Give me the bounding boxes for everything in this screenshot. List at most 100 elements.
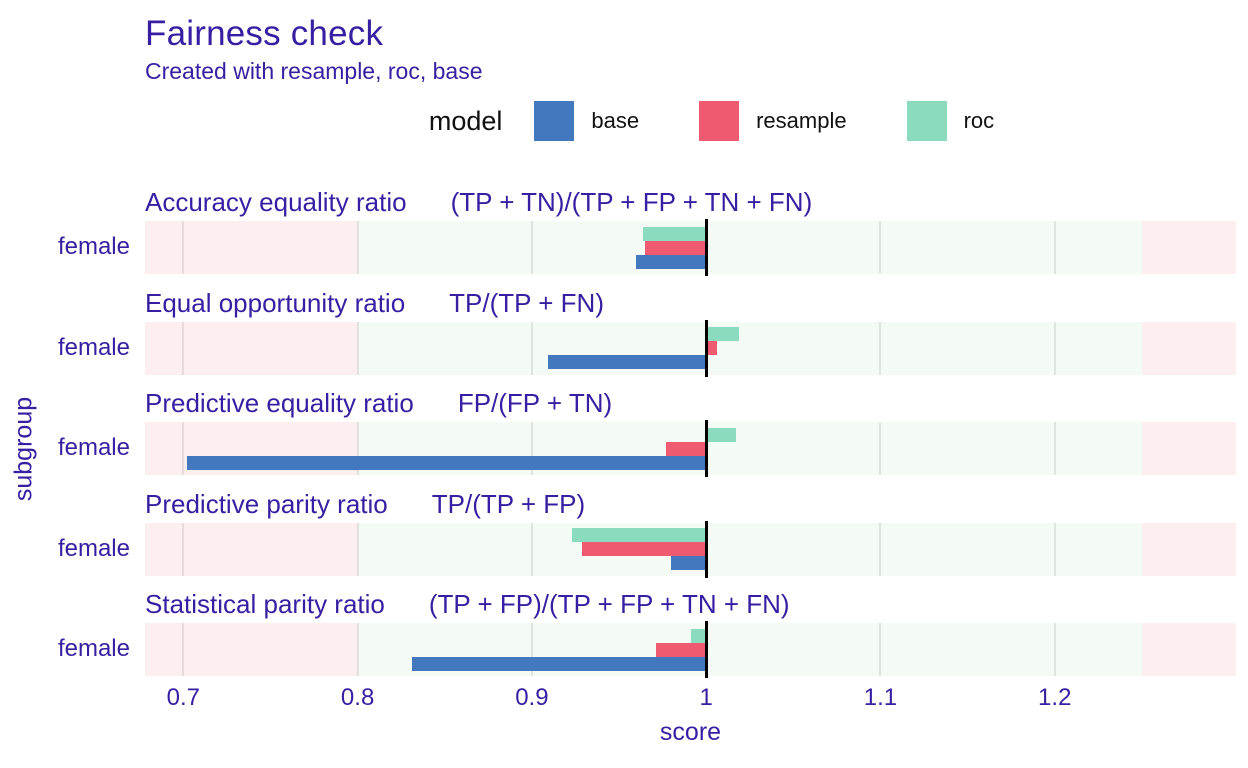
legend-label-base: base (591, 108, 640, 133)
bar-base (547, 355, 707, 369)
gridline (879, 422, 882, 475)
panel-title: Equal opportunity ratio TP/(TP + FN) (145, 288, 604, 321)
zone-warn-right (1141, 623, 1236, 676)
subgroup-label: female (57, 333, 130, 361)
zone-warn-right (1141, 321, 1236, 375)
gridline (182, 221, 185, 274)
gridline (356, 221, 359, 274)
gridline (182, 321, 185, 375)
bar-roc (690, 628, 707, 643)
legend-swatch-resample-icon (699, 101, 740, 141)
bar-roc (643, 226, 707, 241)
panel-formula-label: (TP + TN)/(TP + FP + TN + FN) (450, 187, 813, 217)
legend-title: model (428, 105, 503, 136)
gridline (356, 522, 359, 576)
subgroup-label: female (57, 434, 130, 461)
zone-warn-right (1141, 221, 1236, 274)
panel-predictive-equality: Predictive equality ratio FP/(FP + TN) f… (0, 388, 1248, 489)
bar-base (411, 656, 707, 671)
bar-resample (706, 341, 717, 355)
gridline (530, 321, 533, 375)
panel-formula-label: (TP + FP)/(TP + FP + TN + FN) (428, 589, 790, 619)
gridline (530, 422, 533, 475)
zone-warn-left (145, 221, 358, 274)
zone-warn-left (145, 522, 358, 576)
gridline (1053, 422, 1056, 475)
reference-line (704, 520, 708, 578)
panels-area: Accuracy equality ratio (TP + TN)/(TP + … (0, 187, 1248, 690)
gridline (1053, 221, 1056, 274)
panel-title: Predictive parity ratio TP/(TP + FP) (145, 489, 585, 522)
gridline (356, 321, 359, 375)
reference-line (704, 420, 708, 477)
reference-line (704, 219, 708, 276)
zone-warn-left (145, 321, 358, 375)
gridline (1053, 623, 1056, 676)
zone-warn-right (1141, 522, 1236, 576)
zone-ok (357, 321, 1142, 375)
legend-item-roc: roc (906, 101, 995, 141)
gridline (182, 422, 185, 475)
legend: model base resample roc (145, 98, 1236, 144)
x-axis-tick: 0.7 (166, 684, 201, 711)
reference-line (704, 621, 708, 678)
legend-item-resample: resample (699, 101, 847, 141)
panel-metric-label: Accuracy equality ratio (145, 187, 407, 217)
gridline (879, 221, 882, 274)
gridline (1053, 522, 1056, 576)
panel-title: Predictive equality ratio FP/(FP + TN) (145, 388, 612, 421)
bar-roc (706, 327, 740, 341)
gridline (530, 623, 533, 676)
panel-metric-label: Predictive equality ratio (145, 388, 414, 418)
panel-title: Statistical parity ratio (TP + FP)/(TP +… (145, 589, 790, 622)
page-subtitle: Created with resample, roc, base (145, 58, 483, 84)
panel-metric-label: Statistical parity ratio (145, 589, 385, 619)
x-axis-title: score (659, 718, 722, 746)
x-axis-tick: 1.1 (863, 684, 898, 711)
reference-line (704, 319, 708, 377)
bar-base (636, 254, 707, 269)
panel-formula-label: FP/(FP + TN) (457, 388, 613, 418)
subgroup-label: female (57, 534, 130, 562)
gridline (356, 422, 359, 475)
bar-base (186, 455, 707, 470)
panel-equal-opportunity: Equal opportunity ratio TP/(TP + FN) fem… (0, 288, 1248, 389)
gridline (879, 623, 882, 676)
page-title: Fairness check (145, 14, 384, 53)
panel-title: Accuracy equality ratio (TP + TN)/(TP + … (145, 187, 812, 220)
x-axis: 0.7 0.8 0.9 1 1.1 1.2 (145, 684, 1236, 714)
subgroup-label: female (57, 233, 130, 260)
gridline (879, 522, 882, 576)
bar-roc (571, 528, 707, 542)
plot-strip (145, 319, 1236, 377)
panel-predictive-parity: Predictive parity ratio TP/(TP + FP) fem… (0, 489, 1248, 590)
gridline (530, 221, 533, 274)
x-axis-tick: 1.2 (1038, 684, 1072, 711)
panel-accuracy-equality: Accuracy equality ratio (TP + TN)/(TP + … (0, 187, 1248, 288)
bar-resample (582, 542, 707, 556)
bar-resample (666, 441, 707, 456)
x-axis-tick: 0.9 (515, 684, 549, 711)
plot-strip (145, 520, 1236, 578)
plot-strip (145, 420, 1236, 477)
plot-strip (145, 219, 1236, 276)
panel-statistical-parity: Statistical parity ratio (TP + FP)/(TP +… (0, 589, 1248, 690)
gridline (530, 522, 533, 576)
bar-roc (706, 427, 736, 442)
legend-label-roc: roc (963, 108, 995, 133)
panel-metric-label: Predictive parity ratio (145, 488, 388, 519)
legend-swatch-roc-icon (906, 101, 947, 141)
gridline (182, 623, 185, 676)
x-axis-tick: 1 (699, 684, 713, 711)
zone-ok (357, 221, 1142, 274)
zone-warn-right (1141, 422, 1236, 475)
zone-ok (357, 522, 1142, 576)
bar-resample (655, 642, 707, 657)
legend-swatch-base-icon (534, 101, 575, 141)
gridline (879, 321, 882, 375)
panel-formula-label: TP/(TP + FP) (431, 488, 586, 519)
legend-label-resample: resample (756, 108, 847, 133)
gridline (182, 522, 185, 576)
gridline (1053, 321, 1056, 375)
bar-resample (645, 240, 707, 255)
